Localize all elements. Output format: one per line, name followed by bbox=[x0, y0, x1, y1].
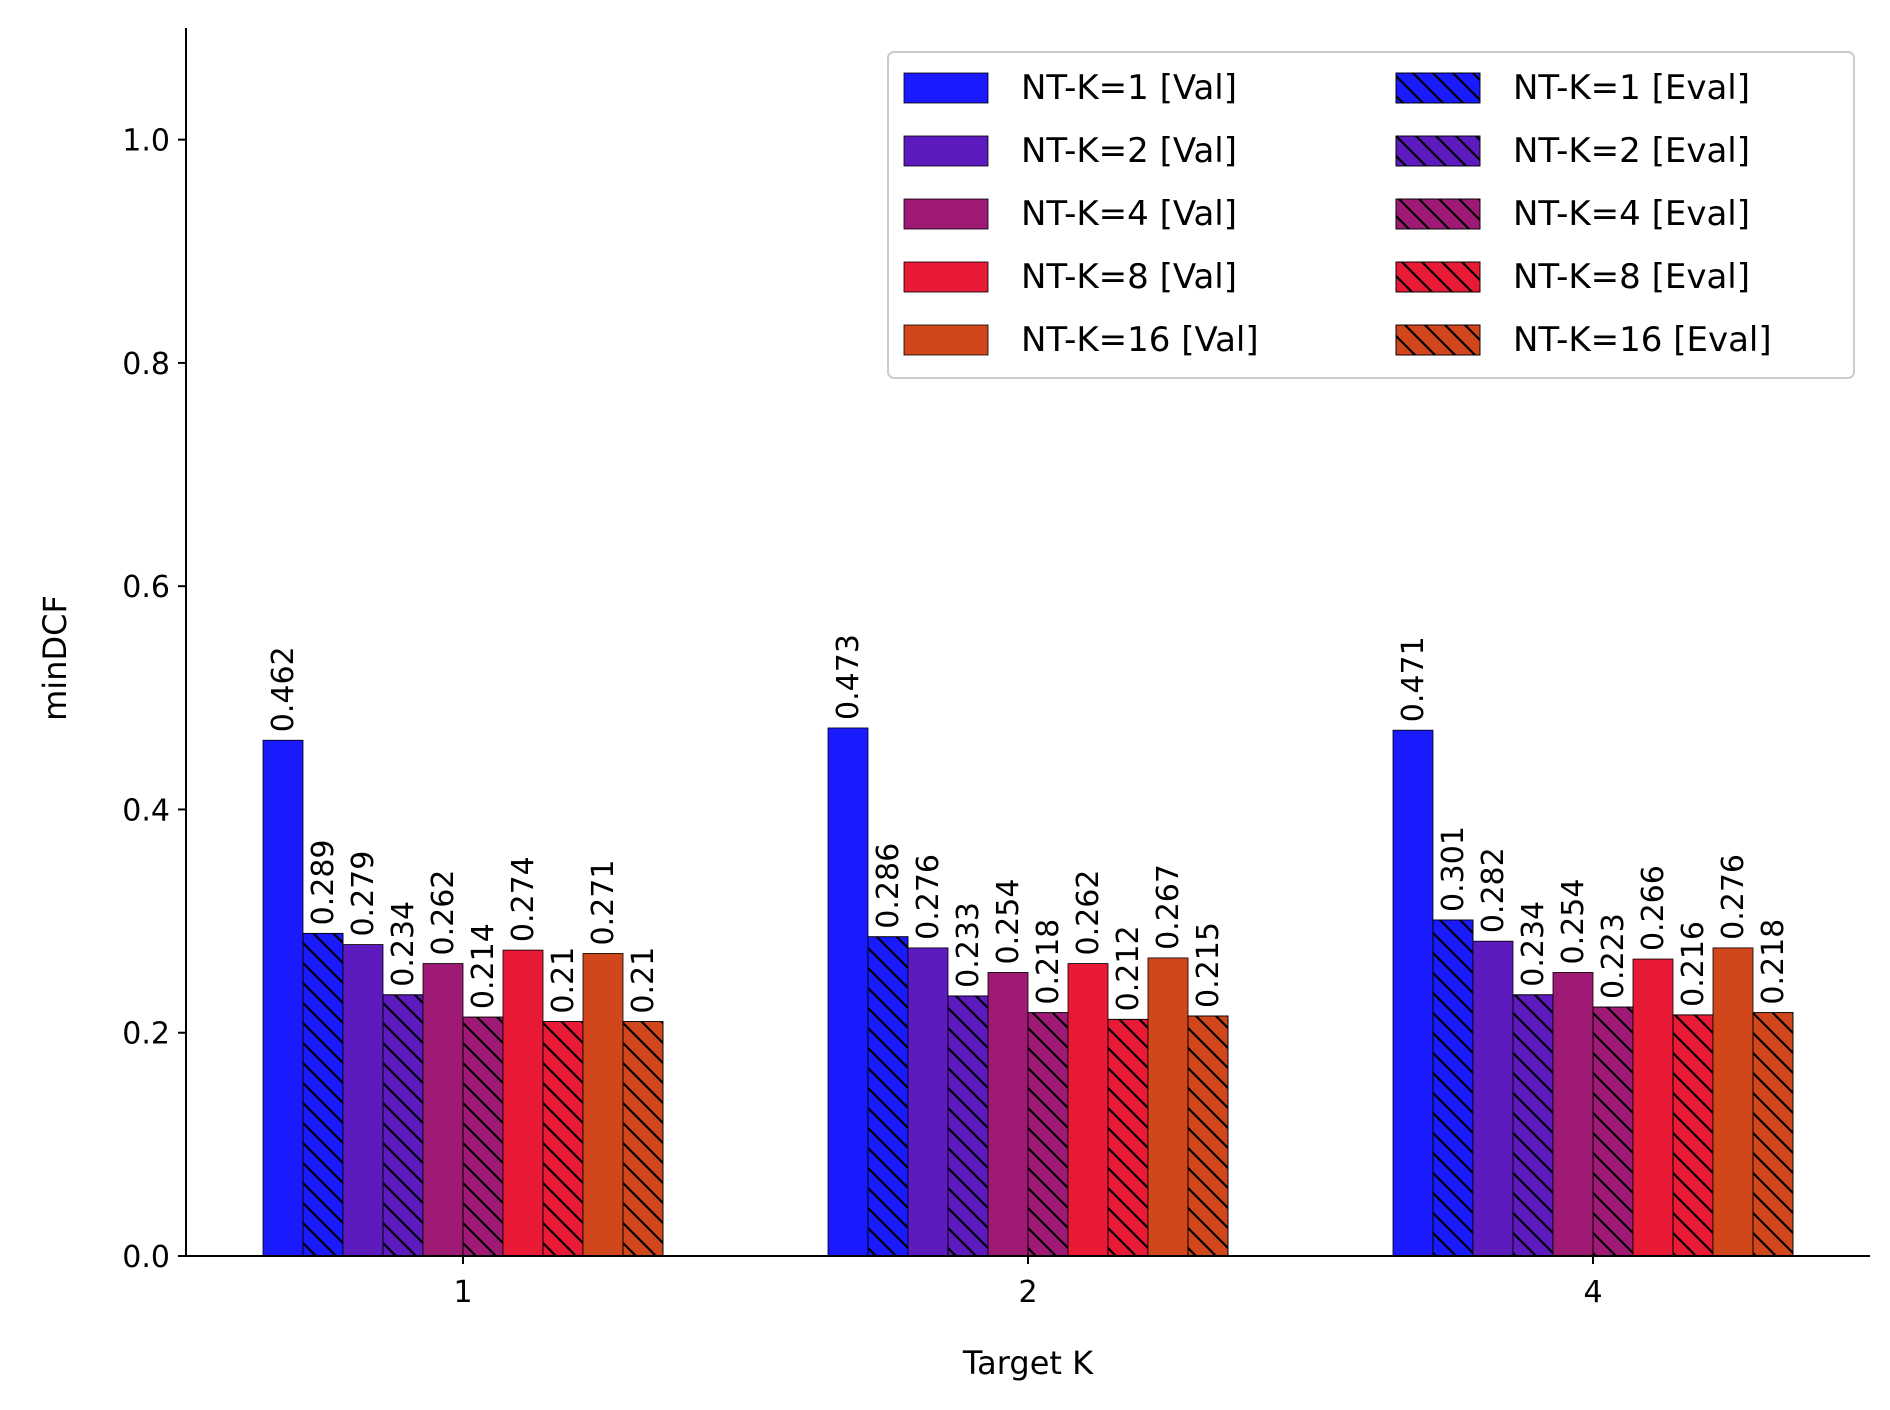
legend-swatch bbox=[903, 198, 989, 230]
data-label: 0.21 bbox=[626, 947, 661, 1014]
bar-hatch bbox=[542, 1021, 584, 1257]
bar-hatch bbox=[302, 932, 344, 1257]
legend-swatch bbox=[903, 261, 989, 293]
legend-swatch-hatch bbox=[1395, 261, 1481, 293]
bar-hatch bbox=[947, 995, 989, 1257]
bar bbox=[1712, 947, 1754, 1257]
y-axis-title: minDCF bbox=[36, 595, 74, 721]
data-label: 0.266 bbox=[1636, 865, 1671, 951]
bar bbox=[1632, 958, 1674, 1257]
legend-label: NT-K=8 [Eval] bbox=[1513, 257, 1750, 297]
legend-swatch bbox=[903, 324, 989, 356]
legend-swatch bbox=[903, 135, 989, 167]
bar bbox=[1472, 940, 1514, 1257]
data-label: 0.215 bbox=[1191, 922, 1226, 1008]
bar bbox=[827, 727, 869, 1257]
bar bbox=[1067, 963, 1109, 1257]
data-label: 0.223 bbox=[1596, 913, 1631, 999]
data-label: 0.254 bbox=[991, 879, 1026, 965]
data-label: 0.471 bbox=[1396, 636, 1431, 722]
bar-hatch bbox=[1512, 994, 1554, 1257]
bar bbox=[1147, 957, 1189, 1257]
bar-hatch bbox=[382, 994, 424, 1257]
data-label: 0.282 bbox=[1476, 847, 1511, 933]
data-label: 0.462 bbox=[266, 646, 301, 732]
legend: NT-K=1 [Val] NT-K=1 [Eval] NT-K=2 [Val] NT-… bbox=[887, 51, 1855, 379]
bar bbox=[987, 972, 1029, 1257]
data-label: 0.254 bbox=[1556, 879, 1591, 965]
data-label: 0.276 bbox=[1716, 854, 1751, 940]
data-label: 0.214 bbox=[466, 923, 501, 1009]
bar-hatch bbox=[1107, 1018, 1149, 1257]
legend-label: NT-K=4 [Val] bbox=[1021, 194, 1237, 234]
legend-swatch bbox=[903, 72, 989, 104]
legend-label: NT-K=1 [Eval] bbox=[1513, 68, 1750, 108]
data-label: 0.216 bbox=[1676, 921, 1711, 1007]
data-label: 0.301 bbox=[1436, 826, 1471, 912]
bar-hatch bbox=[1027, 1012, 1069, 1257]
bar bbox=[342, 944, 384, 1257]
legend-label: NT-K=2 [Val] bbox=[1021, 131, 1237, 171]
y-tick-label: 0.2 bbox=[122, 1017, 170, 1052]
legend-swatch-hatch bbox=[1395, 72, 1481, 104]
x-tick-label: 2 bbox=[1018, 1275, 1037, 1310]
data-label: 0.234 bbox=[386, 901, 421, 987]
bar bbox=[907, 947, 949, 1257]
legend-label: NT-K=8 [Val] bbox=[1021, 257, 1237, 297]
data-label: 0.276 bbox=[911, 854, 946, 940]
data-label: 0.289 bbox=[306, 839, 341, 925]
y-tick-label: 0.6 bbox=[122, 570, 170, 605]
legend-label: NT-K=1 [Val] bbox=[1021, 68, 1237, 108]
legend-label: NT-K=16 [Val] bbox=[1021, 320, 1259, 360]
y-tick-label: 0.8 bbox=[122, 347, 170, 382]
legend-swatch-hatch bbox=[1395, 324, 1481, 356]
y-tick-label: 0.4 bbox=[122, 793, 170, 828]
bar-hatch bbox=[867, 936, 909, 1257]
data-label: 0.218 bbox=[1031, 919, 1066, 1005]
bar-hatch bbox=[462, 1016, 504, 1257]
bar bbox=[1392, 729, 1434, 1257]
bar bbox=[262, 739, 304, 1257]
data-label: 0.286 bbox=[871, 843, 906, 929]
data-label: 0.212 bbox=[1111, 925, 1146, 1011]
bars-layer bbox=[262, 727, 1794, 1257]
data-label: 0.473 bbox=[831, 634, 866, 720]
bar-hatch bbox=[1672, 1014, 1714, 1257]
legend-frame bbox=[887, 51, 1855, 379]
bar-hatch bbox=[1187, 1015, 1229, 1257]
bar-hatch bbox=[622, 1021, 664, 1257]
bar-hatch bbox=[1752, 1012, 1794, 1257]
data-label: 0.274 bbox=[506, 856, 541, 942]
bar bbox=[502, 949, 544, 1257]
bar bbox=[1552, 972, 1594, 1257]
data-label: 0.218 bbox=[1756, 919, 1791, 1005]
legend-label: NT-K=16 [Eval] bbox=[1513, 320, 1772, 360]
x-axis-title: Target K bbox=[962, 1344, 1094, 1382]
bar-hatch bbox=[1592, 1006, 1634, 1257]
bar bbox=[582, 953, 624, 1257]
x-tick-label: 1 bbox=[453, 1275, 472, 1310]
data-label: 0.267 bbox=[1151, 864, 1186, 950]
bar bbox=[422, 963, 464, 1257]
bar-hatch bbox=[1432, 919, 1474, 1257]
legend-swatch-hatch bbox=[1395, 198, 1481, 230]
legend-swatch-hatch bbox=[1395, 135, 1481, 167]
data-label: 0.279 bbox=[346, 851, 381, 937]
data-label: 0.21 bbox=[546, 947, 581, 1014]
legend-label: NT-K=2 [Eval] bbox=[1513, 131, 1750, 171]
x-tick-label: 4 bbox=[1583, 1275, 1602, 1310]
y-tick-label: 1.0 bbox=[122, 124, 170, 159]
data-label: 0.233 bbox=[951, 902, 986, 988]
data-label: 0.262 bbox=[1071, 870, 1106, 956]
data-label: 0.271 bbox=[586, 860, 621, 946]
data-label: 0.262 bbox=[426, 870, 461, 956]
y-tick-label: 0.0 bbox=[122, 1240, 170, 1275]
ticks-layer: 1 2 4 0.0 0.2 0.4 0.6 0.8 1.0 bbox=[122, 124, 1602, 1310]
legend-label: NT-K=4 [Eval] bbox=[1513, 194, 1750, 234]
data-label: 0.234 bbox=[1516, 901, 1551, 987]
